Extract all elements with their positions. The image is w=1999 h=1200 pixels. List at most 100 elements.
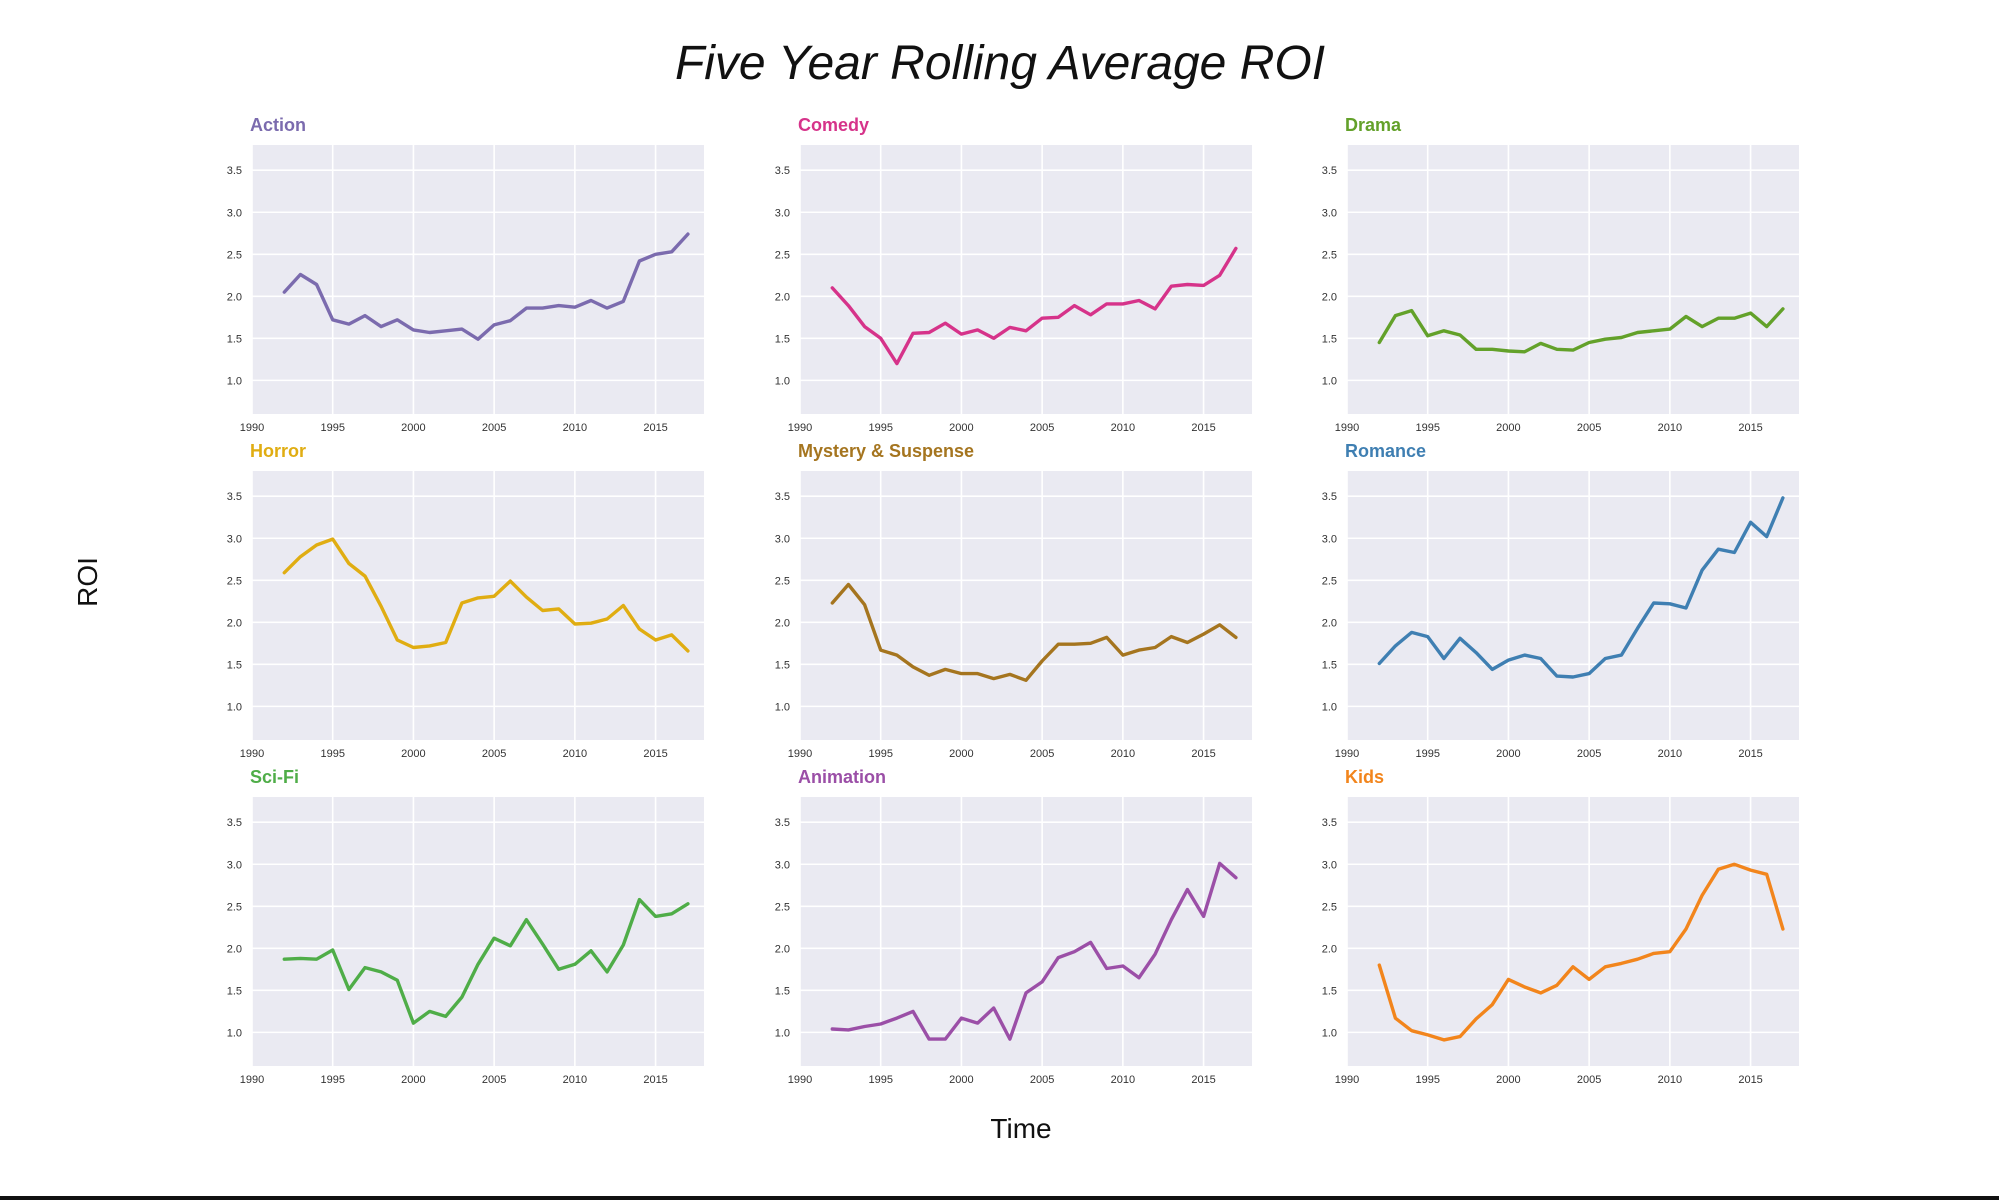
plot-area-action [252,145,704,414]
series-line-romance [1377,496,1785,679]
y-tick-label: 2.0 [775,943,790,955]
x-tick-label: 2005 [1577,1074,1601,1086]
figure-title: Five Year Rolling Average ROI [674,37,1326,90]
x-tick-label: 2005 [482,1074,506,1086]
x-tick-label: 2005 [1030,1074,1054,1086]
panel-romance: 1.0 1.5 2.0 2.5 3.0 3.5 1990 1995 2000 2005 2010 20… [1322,441,1799,760]
x-tick-label: 1990 [1335,1074,1359,1086]
series-line-kids [1377,862,1785,1042]
x-tick-label: 2015 [1191,422,1215,434]
plot-area-mystery-suspense [800,471,1252,740]
y-tick-label: 3.5 [227,491,242,503]
x-tick-label: 1990 [240,748,264,760]
x-tick-label: 2005 [1577,748,1601,760]
x-tick-label: 2000 [401,1074,425,1086]
y-tick-label: 1.0 [1322,1027,1337,1039]
y-tick-label: 2.5 [1322,901,1337,913]
plot-area-comedy [800,145,1252,414]
y-tick-label: 1.0 [227,1027,242,1039]
x-tick-label: 1990 [788,422,812,434]
y-tick-label: 2.0 [775,291,790,303]
x-tick-label: 2000 [401,422,425,434]
x-tick-label: 2000 [1496,1074,1520,1086]
panel-horror: 1.0 1.5 2.0 2.5 3.0 3.5 1990 1995 2000 2005 2010 20… [227,441,704,760]
y-tick-label: 3.0 [227,859,242,871]
x-tick-label: 2015 [643,748,667,760]
x-tick-label: 2015 [643,422,667,434]
panel-title-action: Action [250,115,306,135]
x-tick-label: 1990 [1335,422,1359,434]
x-tick-label: 2015 [1738,422,1762,434]
x-tick-label: 2010 [1111,748,1135,760]
panel-title-animation: Animation [798,767,886,787]
panel-title-drama: Drama [1345,115,1402,135]
x-tick-label: 1995 [868,422,892,434]
y-tick-label: 3.5 [775,491,790,503]
x-tick-label: 1995 [1415,748,1439,760]
plot-area-romance [1347,471,1799,740]
y-tick-label: 3.5 [775,165,790,177]
x-tick-label: 2010 [1658,422,1682,434]
x-tick-label: 2005 [482,748,506,760]
x-tick-label: 2015 [1191,748,1215,760]
x-tick-label: 1990 [240,422,264,434]
panel-kids: 1.0 1.5 2.0 2.5 3.0 3.5 1990 1995 2000 2005 2010 20… [1322,767,1799,1086]
x-tick-label: 2010 [563,1074,587,1086]
y-tick-label: 3.0 [775,207,790,219]
x-tick-label: 2000 [401,748,425,760]
y-tick-label: 3.0 [1322,207,1337,219]
x-tick-label: 2005 [1577,422,1601,434]
y-tick-label: 3.0 [227,207,242,219]
x-tick-label: 1995 [1415,1074,1439,1086]
y-tick-label: 2.0 [1322,943,1337,955]
panel-sci-fi: 1.0 1.5 2.0 2.5 3.0 3.5 1990 1995 2000 2005 2010 20… [227,767,704,1086]
x-tick-label: 2015 [1738,1074,1762,1086]
y-tick-label: 3.5 [1322,491,1337,503]
bottom-border [0,1196,1999,1200]
x-tick-label: 1995 [320,422,344,434]
y-tick-label: 2.0 [775,617,790,629]
y-tick-label: 2.5 [227,901,242,913]
y-tick-label: 2.5 [1322,249,1337,261]
x-tick-label: 2000 [1496,422,1520,434]
x-tick-label: 2010 [563,748,587,760]
y-tick-label: 3.5 [775,817,790,829]
x-tick-label: 1990 [788,1074,812,1086]
y-tick-label: 3.0 [1322,533,1337,545]
y-tick-label: 1.5 [775,659,790,671]
panel-mystery-suspense: 1.0 1.5 2.0 2.5 3.0 3.5 1990 1995 2000 2005 2010 20… [775,441,1252,760]
panel-drama: 1.0 1.5 2.0 2.5 3.0 3.5 1990 1995 2000 2005 2010 20… [1322,115,1799,434]
x-tick-label: 1990 [788,748,812,760]
series-line-mystery-suspense [830,582,1238,682]
plot-area-kids [1347,797,1799,1066]
x-tick-label: 2000 [1496,748,1520,760]
y-tick-label: 1.5 [227,985,242,997]
plot-area-horror [252,471,704,740]
y-tick-label: 1.5 [775,333,790,345]
y-tick-label: 2.0 [227,291,242,303]
panel-title-comedy: Comedy [798,115,869,135]
y-tick-label: 2.5 [1322,575,1337,587]
x-tick-label: 2005 [1030,422,1054,434]
y-tick-label: 1.0 [227,375,242,387]
x-tick-label: 2000 [949,1074,973,1086]
panel-title-horror: Horror [250,441,306,461]
y-tick-label: 1.5 [1322,333,1337,345]
x-tick-label: 2010 [1111,1074,1135,1086]
y-tick-label: 1.5 [1322,985,1337,997]
y-tick-label: 3.0 [775,859,790,871]
series-line-horror [282,537,690,653]
x-axis-label: Time [990,1113,1052,1144]
panel-comedy: 1.0 1.5 2.0 2.5 3.0 3.5 1990 1995 2000 2005 2010 20… [775,115,1252,434]
x-tick-label: 1995 [320,1074,344,1086]
x-tick-label: 1995 [868,1074,892,1086]
y-tick-label: 3.5 [227,817,242,829]
x-tick-label: 2015 [643,1074,667,1086]
y-tick-label: 1.5 [227,659,242,671]
x-tick-label: 2010 [1658,748,1682,760]
x-tick-label: 2015 [1191,1074,1215,1086]
y-tick-label: 2.0 [1322,617,1337,629]
y-tick-label: 2.5 [775,249,790,261]
y-tick-label: 2.5 [227,575,242,587]
panel-title-sci-fi: Sci-Fi [250,767,299,787]
